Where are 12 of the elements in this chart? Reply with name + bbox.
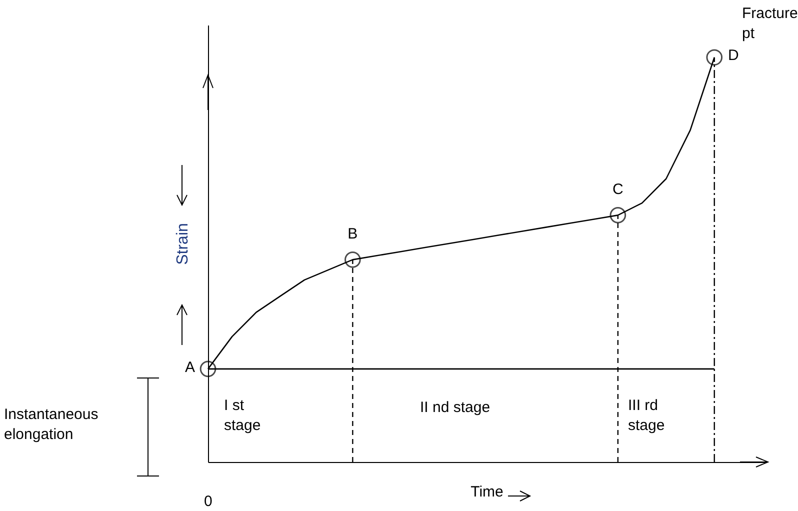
annotation: B (348, 226, 358, 243)
text: Fracture pt (742, 4, 798, 44)
annotation: III rd stage (628, 396, 666, 436)
annotation: I st stage (224, 396, 262, 436)
text: D (728, 46, 740, 66)
text: Instantaneous elongation (4, 405, 100, 445)
annotation: II nd stage (420, 398, 492, 418)
text: A (185, 358, 196, 378)
x-axis-title: Time (470, 484, 504, 500)
text: 0 (204, 492, 214, 511)
annotation: C (612, 181, 624, 198)
y-axis-title: Strain (174, 223, 192, 265)
